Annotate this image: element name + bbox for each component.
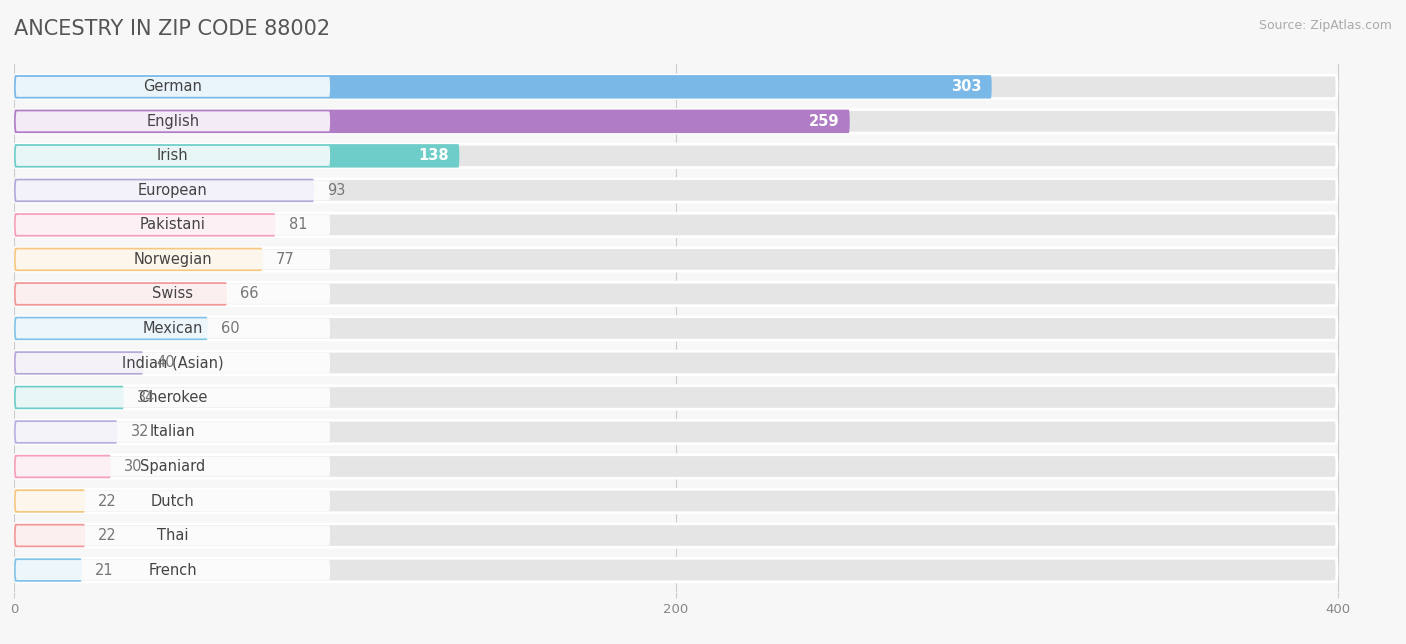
- FancyBboxPatch shape: [15, 526, 330, 545]
- Text: European: European: [138, 183, 208, 198]
- FancyBboxPatch shape: [14, 75, 991, 99]
- Text: 30: 30: [124, 459, 142, 474]
- FancyBboxPatch shape: [14, 248, 1337, 271]
- Text: Swiss: Swiss: [152, 287, 194, 301]
- FancyBboxPatch shape: [15, 180, 330, 200]
- FancyBboxPatch shape: [14, 558, 1337, 582]
- Text: Dutch: Dutch: [150, 493, 195, 509]
- Text: Irish: Irish: [157, 148, 188, 164]
- Text: English: English: [146, 114, 200, 129]
- Text: Norwegian: Norwegian: [134, 252, 212, 267]
- FancyBboxPatch shape: [15, 215, 330, 235]
- Text: 34: 34: [136, 390, 156, 405]
- Text: 66: 66: [240, 287, 259, 301]
- Text: 60: 60: [221, 321, 239, 336]
- FancyBboxPatch shape: [15, 422, 330, 442]
- FancyBboxPatch shape: [14, 213, 1337, 236]
- FancyBboxPatch shape: [14, 524, 1337, 547]
- Text: 40: 40: [156, 355, 174, 370]
- FancyBboxPatch shape: [14, 351, 143, 375]
- FancyBboxPatch shape: [14, 109, 849, 133]
- Text: 32: 32: [131, 424, 149, 439]
- Text: 138: 138: [419, 148, 450, 164]
- Text: 93: 93: [328, 183, 346, 198]
- FancyBboxPatch shape: [14, 351, 1337, 375]
- FancyBboxPatch shape: [14, 386, 1337, 409]
- Text: Mexican: Mexican: [143, 321, 202, 336]
- FancyBboxPatch shape: [15, 284, 330, 304]
- FancyBboxPatch shape: [14, 421, 117, 444]
- Text: Thai: Thai: [157, 528, 188, 543]
- Text: 21: 21: [96, 563, 114, 578]
- Text: 259: 259: [810, 114, 839, 129]
- Text: 22: 22: [98, 493, 117, 509]
- Text: 77: 77: [276, 252, 294, 267]
- Text: 303: 303: [952, 79, 981, 94]
- FancyBboxPatch shape: [14, 144, 1337, 167]
- FancyBboxPatch shape: [14, 282, 226, 306]
- FancyBboxPatch shape: [15, 249, 330, 269]
- FancyBboxPatch shape: [15, 146, 330, 166]
- FancyBboxPatch shape: [15, 491, 330, 511]
- Text: 22: 22: [98, 528, 117, 543]
- FancyBboxPatch shape: [14, 248, 263, 271]
- FancyBboxPatch shape: [15, 560, 330, 580]
- FancyBboxPatch shape: [14, 558, 82, 582]
- FancyBboxPatch shape: [14, 213, 276, 236]
- FancyBboxPatch shape: [14, 524, 84, 547]
- FancyBboxPatch shape: [14, 317, 208, 340]
- FancyBboxPatch shape: [14, 282, 1337, 306]
- Text: Cherokee: Cherokee: [138, 390, 208, 405]
- Text: Spaniard: Spaniard: [141, 459, 205, 474]
- Text: Indian (Asian): Indian (Asian): [122, 355, 224, 370]
- FancyBboxPatch shape: [14, 386, 124, 409]
- FancyBboxPatch shape: [14, 489, 1337, 513]
- FancyBboxPatch shape: [15, 77, 330, 97]
- Text: 81: 81: [288, 218, 307, 232]
- FancyBboxPatch shape: [14, 178, 314, 202]
- FancyBboxPatch shape: [14, 178, 1337, 202]
- FancyBboxPatch shape: [14, 455, 111, 478]
- FancyBboxPatch shape: [15, 457, 330, 477]
- FancyBboxPatch shape: [14, 144, 460, 167]
- Text: Pakistani: Pakistani: [141, 218, 205, 232]
- FancyBboxPatch shape: [15, 111, 330, 131]
- Text: ANCESTRY IN ZIP CODE 88002: ANCESTRY IN ZIP CODE 88002: [14, 19, 330, 39]
- FancyBboxPatch shape: [14, 317, 1337, 340]
- Text: German: German: [143, 79, 202, 94]
- FancyBboxPatch shape: [14, 109, 1337, 133]
- FancyBboxPatch shape: [15, 388, 330, 408]
- Text: Italian: Italian: [150, 424, 195, 439]
- FancyBboxPatch shape: [14, 421, 1337, 444]
- FancyBboxPatch shape: [14, 75, 1337, 99]
- FancyBboxPatch shape: [14, 455, 1337, 478]
- FancyBboxPatch shape: [15, 353, 330, 373]
- FancyBboxPatch shape: [15, 319, 330, 338]
- Text: Source: ZipAtlas.com: Source: ZipAtlas.com: [1258, 19, 1392, 32]
- FancyBboxPatch shape: [14, 489, 84, 513]
- Text: French: French: [149, 563, 197, 578]
